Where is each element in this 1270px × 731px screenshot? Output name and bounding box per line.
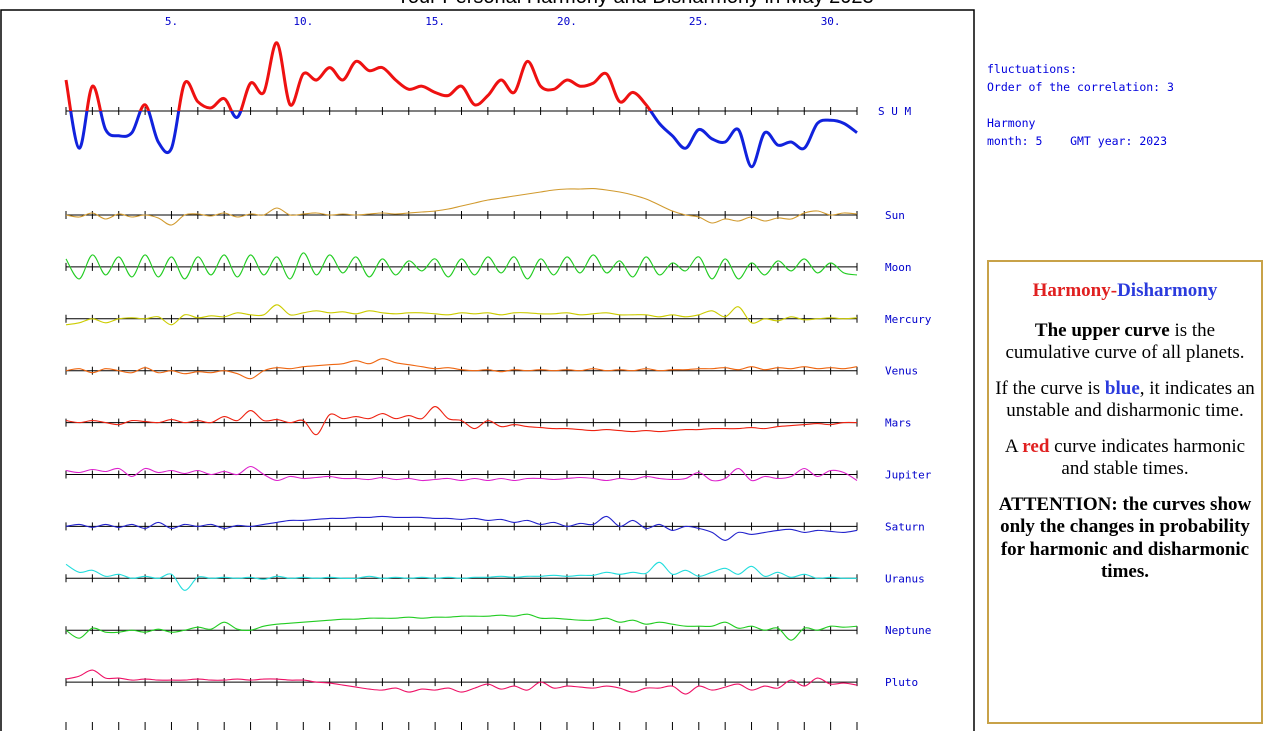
x-tick-label: 30. xyxy=(821,15,841,28)
page-title: Your Personal Harmony and Disharmony in … xyxy=(0,0,1270,9)
series-label-neptune: Neptune xyxy=(885,624,931,637)
legend-paragraph-blue: If the curve is blue, it indicates an un… xyxy=(995,378,1255,423)
curve-sun xyxy=(65,188,858,226)
legend-box: Harmony-Disharmony The upper curve is th… xyxy=(987,260,1263,724)
axis-pluto xyxy=(65,678,858,687)
legend-red-word: red xyxy=(1022,435,1050,457)
axis-neptune xyxy=(65,626,858,635)
legend-red-text-b: curve indicates harmonic and stable time… xyxy=(1049,435,1246,480)
curve-venus xyxy=(65,358,858,380)
chart-frame xyxy=(0,9,975,731)
axis-mars xyxy=(65,418,858,427)
x-tick-label: 15. xyxy=(425,15,445,28)
axis-moon xyxy=(65,262,858,271)
legend-paragraph-red: A red curve indicates harmonic and stabl… xyxy=(995,436,1255,481)
legend-upper-curve-text: is the cumulative curve of all planets. xyxy=(1005,319,1245,364)
x-tick-label: 25. xyxy=(689,15,709,28)
curve-saturn xyxy=(65,515,858,541)
curve-jupiter xyxy=(65,465,858,482)
series-label-sun: Sun xyxy=(885,209,905,222)
axis-jupiter xyxy=(65,470,858,479)
legend-paragraph-upper-curve: The upper curve is the cumulative curve … xyxy=(995,320,1255,365)
series-label-mars: Mars xyxy=(885,417,912,430)
series-label-pluto: Pluto xyxy=(885,676,918,689)
curve-uranus xyxy=(65,561,858,591)
info-month-year: month: 5 GMT year: 2023 xyxy=(987,134,1168,148)
curve-moon xyxy=(65,252,858,280)
bottom-tick-row xyxy=(65,722,858,730)
legend-title: Harmony-Disharmony xyxy=(995,280,1255,303)
sum-curve-disharmonic xyxy=(69,111,858,169)
legend-blue-word: blue xyxy=(1104,377,1140,399)
x-tick-label: 20. xyxy=(557,15,577,28)
legend-upper-curve-bold: The upper curve xyxy=(1034,319,1170,341)
legend-blue-text-b: , it indicates an unstable and disharmon… xyxy=(1006,377,1255,422)
info-mode: Harmony xyxy=(987,116,1036,130)
series-label-mercury: Mercury xyxy=(885,313,932,326)
series-label-jupiter: Jupiter xyxy=(885,469,932,482)
axis-sum xyxy=(65,107,858,115)
axis-venus xyxy=(65,366,858,375)
legend-blue-text-a: If the curve is xyxy=(995,377,1105,399)
curve-mercury xyxy=(65,304,858,326)
axis-mercury xyxy=(65,314,858,323)
x-tick-label: 5. xyxy=(165,15,178,28)
legend-title-dash: - xyxy=(1110,280,1118,301)
legend-title-harmony: Harmony xyxy=(1032,280,1111,301)
legend-title-disharmony: Disharmony xyxy=(1117,280,1218,301)
sum-series-label: S U M xyxy=(878,105,911,118)
curve-neptune xyxy=(65,613,858,641)
harmony-chart: 5. 10. 15. 20. 25. 30. S U M Sun Moon Mercury Ven… xyxy=(0,9,975,731)
legend-red-text-a: A xyxy=(1004,435,1023,457)
series-label-venus: Venus xyxy=(885,365,918,378)
curve-pluto xyxy=(65,669,858,695)
info-fluctuations: fluctuations: xyxy=(987,62,1078,76)
axis-saturn xyxy=(65,522,858,531)
series-label-uranus: Uranus xyxy=(885,572,925,585)
sum-curve-harmonic xyxy=(64,41,653,111)
legend-attention: ATTENTION: the curves show only the chan… xyxy=(998,493,1252,583)
x-tick-label: 10. xyxy=(293,15,313,28)
info-correlation-order: Order of the correlation: 3 xyxy=(987,80,1174,94)
series-label-moon: Moon xyxy=(885,261,912,274)
curve-mars xyxy=(65,406,858,436)
info-panel: fluctuations: Order of the correlation: … xyxy=(987,60,1174,150)
series-label-saturn: Saturn xyxy=(885,520,925,533)
